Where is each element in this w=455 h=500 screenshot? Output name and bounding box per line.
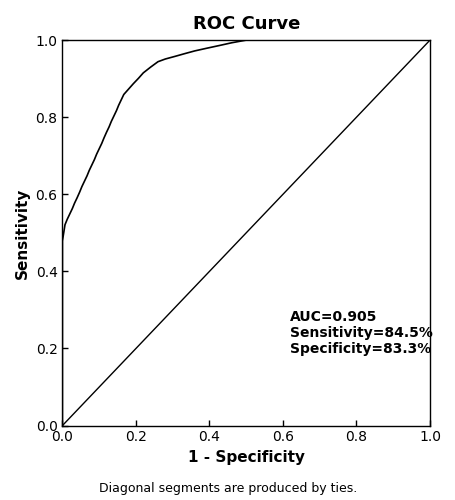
Y-axis label: Sensitivity: Sensitivity: [15, 187, 30, 278]
Text: AUC=0.905
Sensitivity=84.5%
Specificity=83.3%: AUC=0.905 Sensitivity=84.5% Specificity=…: [290, 310, 432, 356]
X-axis label: 1 - Specificity: 1 - Specificity: [187, 450, 304, 465]
Text: Diagonal segments are produced by ties.: Diagonal segments are produced by ties.: [99, 482, 356, 495]
Title: ROC Curve: ROC Curve: [192, 15, 299, 33]
